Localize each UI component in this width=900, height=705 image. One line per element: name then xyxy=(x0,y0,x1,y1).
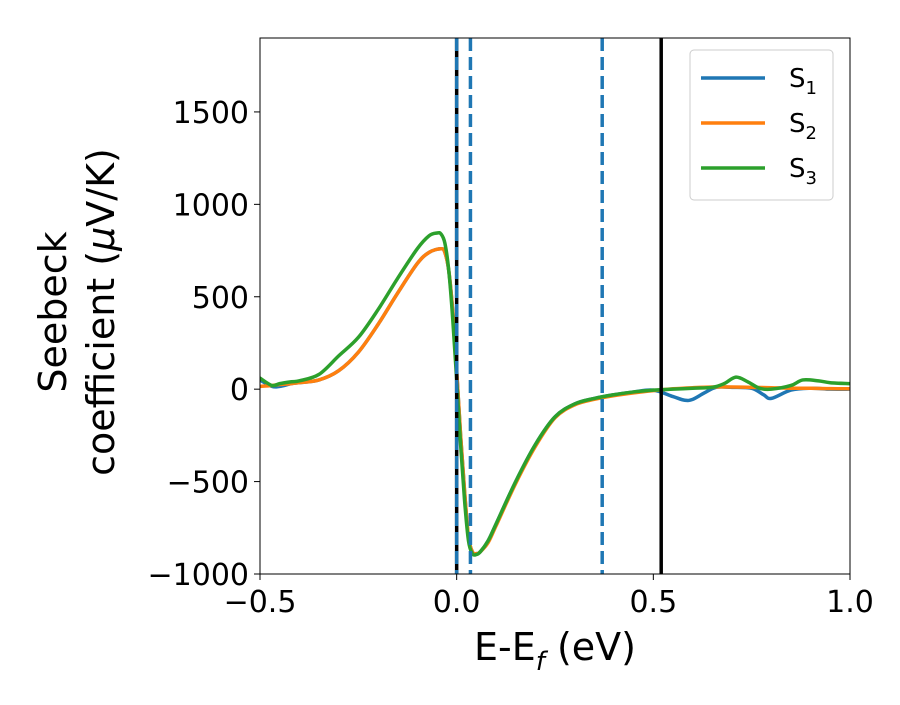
y-axis-title-mu: μ xyxy=(79,227,123,252)
x-axis-title-main: E-E xyxy=(474,625,536,669)
series-line-s3 xyxy=(260,230,850,557)
y-tick-label: −1000 xyxy=(148,558,249,593)
x-tick-label: 1.0 xyxy=(826,585,874,620)
legend-label-subscript: 3 xyxy=(806,168,817,189)
axes-frame xyxy=(259,37,851,575)
legend-label-s2: S2 xyxy=(789,109,817,144)
legend-label-main: S xyxy=(789,109,806,139)
legend-label-subscript: 2 xyxy=(806,123,817,144)
y-tick-label: 0 xyxy=(230,373,249,408)
y-axis-ticks: −1000 −500 0 500 1000 1500 xyxy=(148,96,260,593)
x-axis-title-unit: (eV) xyxy=(545,625,636,669)
x-tick-label: 0.5 xyxy=(629,585,677,620)
legend-label-s3: S3 xyxy=(789,154,817,189)
y-tick-label: 1000 xyxy=(173,188,249,223)
legend-label-main: S xyxy=(789,154,806,184)
y-axis-title-line2: coefficient (μV/K) xyxy=(79,148,123,476)
legend-box xyxy=(689,49,834,201)
y-axis-title-line2-prefix: coefficient ( xyxy=(79,251,123,476)
x-axis-title: E-Ef (eV) xyxy=(474,625,636,677)
x-axis-ticks: −0.5 0.0 0.5 1.0 xyxy=(224,574,874,620)
legend-label-main: S xyxy=(789,64,806,94)
x-tick-label: −0.5 xyxy=(224,585,297,620)
legend-label-s1: S1 xyxy=(789,64,817,99)
y-tick-label: 1500 xyxy=(173,96,249,131)
x-tick-label: 0.0 xyxy=(433,585,481,620)
data-layer xyxy=(260,38,850,574)
y-tick-label: −500 xyxy=(167,466,249,501)
y-axis-title-line2-suffix: V/K) xyxy=(79,148,123,227)
y-axis-title-line1: Seebeck xyxy=(31,231,75,392)
legend-label-subscript: 1 xyxy=(806,78,817,99)
y-axis-title: Seebeck coefficient (μV/K) xyxy=(31,148,123,476)
y-tick-label: 500 xyxy=(192,281,249,316)
